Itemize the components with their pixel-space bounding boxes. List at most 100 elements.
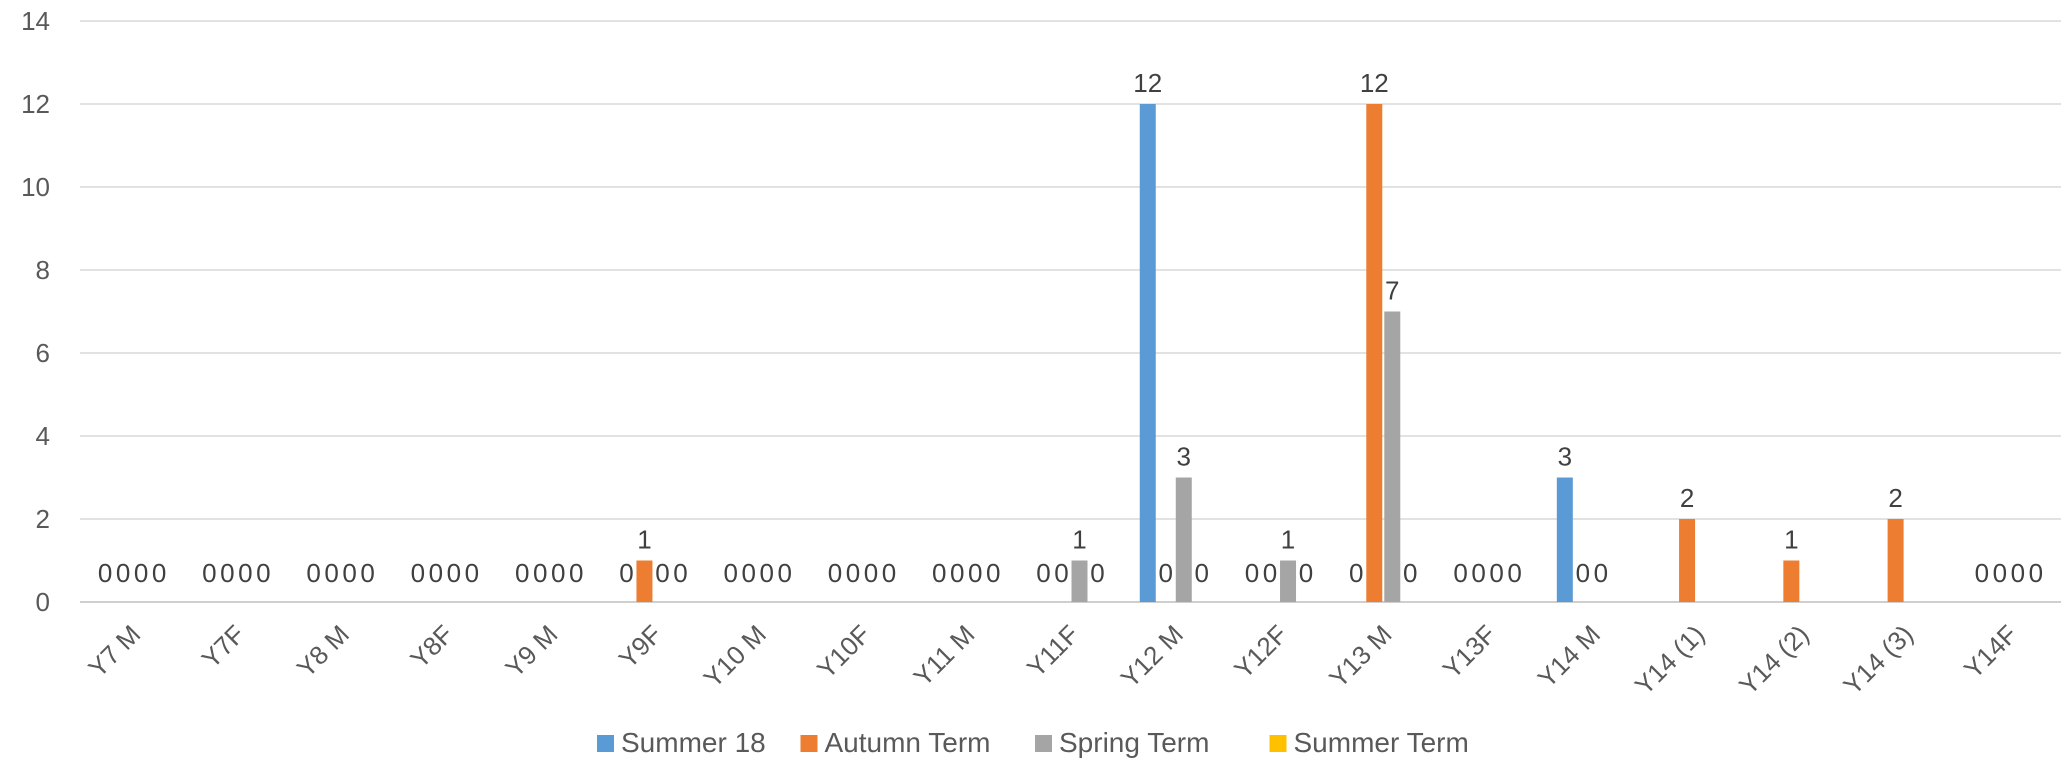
- data-label: 0: [569, 558, 583, 588]
- data-label: 0: [655, 558, 669, 588]
- data-label: 0: [1195, 558, 1209, 588]
- data-label: 0: [360, 558, 374, 588]
- bar: [1366, 104, 1383, 602]
- data-label: 0: [324, 558, 338, 588]
- data-label: 0: [759, 558, 773, 588]
- bar: [1139, 104, 1156, 602]
- data-label: 0: [152, 558, 166, 588]
- data-label: 0: [1975, 558, 1989, 588]
- data-label: 2: [1680, 483, 1694, 513]
- data-label: 0: [447, 558, 461, 588]
- data-label: 0: [1507, 558, 1521, 588]
- bar: [1175, 477, 1192, 602]
- x-tick-label: Y8 M: [291, 619, 355, 683]
- bar: [1783, 560, 1800, 602]
- x-tick-label: Y7F: [196, 619, 251, 674]
- data-label: 0: [1090, 558, 1104, 588]
- data-label: 0: [777, 558, 791, 588]
- data-label: 0: [515, 558, 529, 588]
- y-tick-label: 8: [36, 255, 50, 285]
- data-label: 0: [1263, 558, 1277, 588]
- x-tick-label: Y10F: [811, 619, 876, 684]
- data-label: 0: [551, 558, 565, 588]
- data-label: 0: [220, 558, 234, 588]
- x-tick-label: Y14 (1): [1629, 619, 1711, 701]
- data-label: 0: [2011, 558, 2025, 588]
- y-tick-label: 2: [36, 504, 50, 534]
- y-tick-label: 12: [21, 89, 50, 119]
- data-label: 0: [1403, 558, 1417, 588]
- data-label: 0: [950, 558, 964, 588]
- legend-swatch: [800, 735, 818, 752]
- data-label: 1: [637, 525, 651, 555]
- legend-swatch: [1035, 735, 1052, 752]
- data-label: 1: [1072, 525, 1086, 555]
- data-label: 0: [1471, 558, 1485, 588]
- data-label: 0: [134, 558, 148, 588]
- bars: [636, 104, 1904, 602]
- legend-label: Autumn Term: [825, 727, 991, 758]
- data-label: 0: [673, 558, 687, 588]
- data-label: 0: [864, 558, 878, 588]
- x-tick-label: Y7 M: [82, 619, 146, 683]
- bar: [636, 560, 653, 602]
- data-label: 0: [256, 558, 270, 588]
- data-label: 0: [533, 558, 547, 588]
- x-tick-label: Y14F: [1958, 619, 2023, 684]
- legend-label: Summer 18: [621, 727, 766, 758]
- data-label: 0: [1159, 558, 1173, 588]
- y-tick-label: 14: [21, 6, 50, 36]
- data-label: 0: [2029, 558, 2043, 588]
- x-tick-label: Y14 M: [1532, 619, 1606, 693]
- bar: [1280, 560, 1297, 602]
- data-label: 0: [846, 558, 860, 588]
- x-tick-label: Y13F: [1437, 619, 1502, 684]
- x-tick-label: Y9F: [613, 619, 668, 674]
- bar: [1887, 519, 1904, 602]
- data-label: 0: [828, 558, 842, 588]
- x-axis-ticks: Y7 M Y7F Y8 M Y8F Y9 M Y9F Y10 M Y10F Y11 M Y11F Y…: [82, 619, 2023, 701]
- data-label: 0: [306, 558, 320, 588]
- data-label: 0: [116, 558, 130, 588]
- data-label: 0: [986, 558, 1000, 588]
- data-label: 0: [1349, 558, 1363, 588]
- y-axis-ticks: 0 2 4 6 8 10 12 14: [21, 6, 50, 617]
- data-label: 2: [1888, 483, 1902, 513]
- legend-label: Summer Term: [1294, 727, 1469, 758]
- x-tick-label: Y14 (3): [1837, 619, 1919, 701]
- x-tick-label: Y8F: [404, 619, 459, 674]
- y-tick-label: 4: [36, 421, 50, 451]
- data-label: 0: [342, 558, 356, 588]
- x-tick-label: Y12F: [1228, 619, 1293, 684]
- data-label: 0: [741, 558, 755, 588]
- data-label: 0: [1453, 558, 1467, 588]
- data-label: 0: [1594, 558, 1608, 588]
- data-label: 0: [1245, 558, 1259, 588]
- data-label: 0: [465, 558, 479, 588]
- bar: [1384, 311, 1401, 602]
- legend-swatch: [597, 735, 614, 752]
- data-label: 0: [723, 558, 737, 588]
- data-label: 12: [1133, 68, 1162, 98]
- data-label: 0: [1576, 558, 1590, 588]
- data-label: 3: [1177, 442, 1191, 472]
- data-label: 0: [882, 558, 896, 588]
- legend-swatch: [1269, 735, 1287, 752]
- data-label: 0: [1299, 558, 1313, 588]
- data-label: 0: [429, 558, 443, 588]
- data-label: 0: [1489, 558, 1503, 588]
- data-label: 1: [1281, 525, 1295, 555]
- data-label: 0: [1036, 558, 1050, 588]
- x-tick-label: Y13 M: [1323, 619, 1397, 693]
- x-tick-label: Y10 M: [698, 619, 772, 693]
- data-label: 1: [1784, 525, 1798, 555]
- bar: [1556, 477, 1573, 602]
- y-tick-label: 10: [21, 172, 50, 202]
- bar: [1679, 519, 1696, 602]
- data-label: 0: [202, 558, 216, 588]
- x-tick-label: Y14 (2): [1733, 619, 1815, 701]
- bar: [1071, 560, 1088, 602]
